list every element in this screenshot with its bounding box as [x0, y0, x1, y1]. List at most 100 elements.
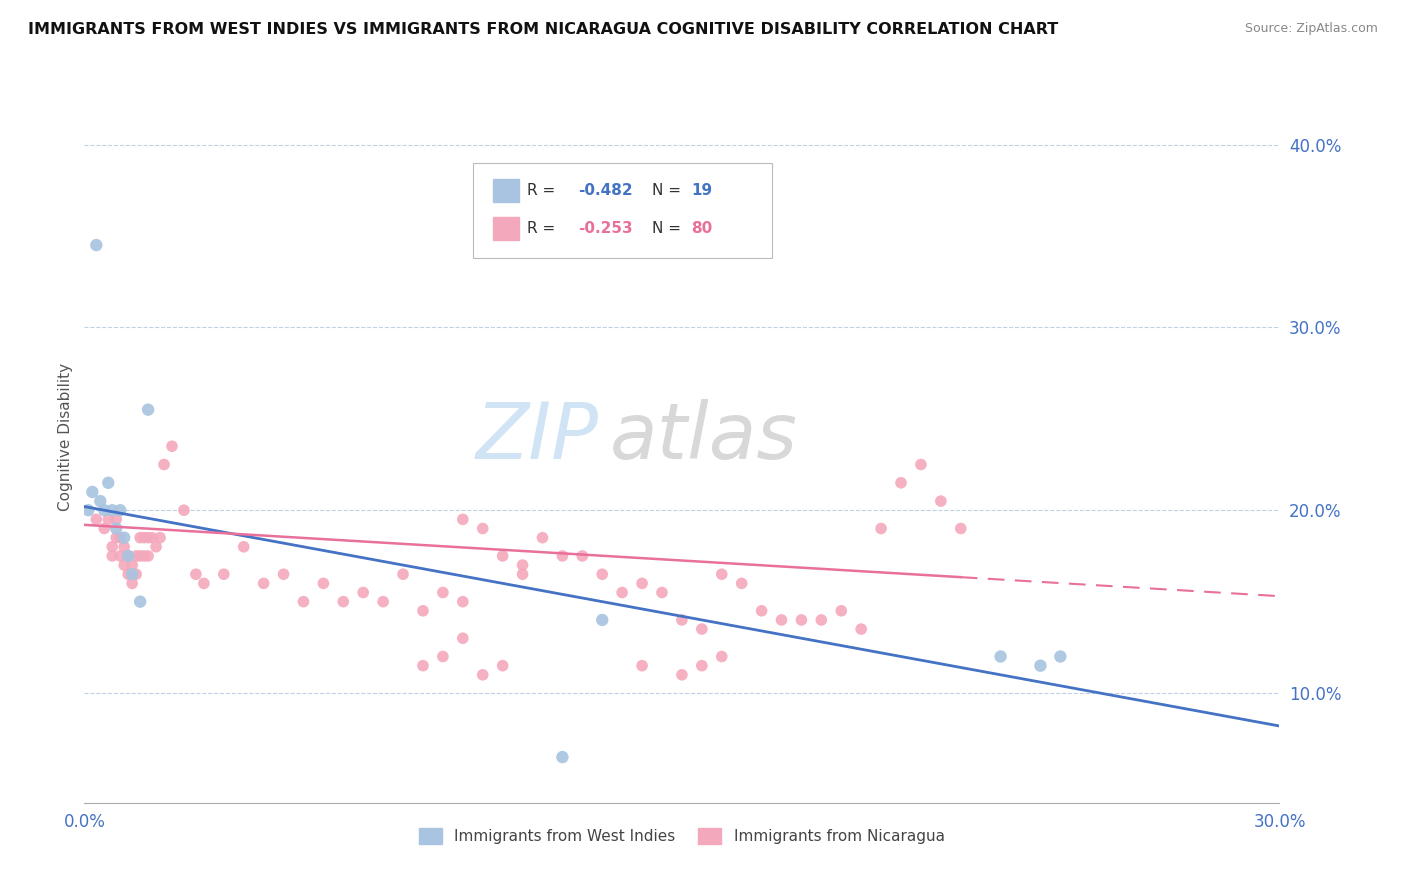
Point: [136, 531, 159, 545]
Point: [432, 585, 454, 599]
Point: [471, 667, 494, 681]
Point: [105, 512, 128, 526]
Point: [105, 531, 128, 545]
Text: -0.482: -0.482: [578, 183, 633, 198]
Point: [149, 531, 172, 545]
Point: [1029, 658, 1052, 673]
Point: [132, 531, 156, 545]
Text: 19: 19: [692, 183, 713, 198]
Point: [1049, 649, 1071, 664]
Point: [312, 576, 335, 591]
Point: [184, 567, 207, 582]
Point: [117, 549, 139, 563]
Point: [651, 585, 673, 599]
Point: [121, 576, 143, 591]
Point: [86, 512, 108, 526]
Point: [145, 540, 167, 554]
Point: [531, 531, 554, 545]
Text: ZIP: ZIP: [475, 399, 599, 475]
Point: [591, 567, 613, 582]
Point: [451, 512, 474, 526]
Point: [212, 567, 235, 582]
Point: [121, 558, 143, 573]
Point: [101, 549, 124, 563]
Point: [810, 613, 832, 627]
Point: [125, 549, 148, 563]
Point: [292, 594, 315, 608]
Legend: Immigrants from West Indies, Immigrants from Nicaragua: Immigrants from West Indies, Immigrants …: [413, 822, 950, 850]
Text: 80: 80: [692, 221, 713, 236]
Point: [153, 458, 176, 472]
Point: [990, 649, 1012, 664]
Point: [232, 540, 254, 554]
Point: [710, 649, 733, 664]
Point: [451, 632, 474, 646]
Point: [671, 613, 693, 627]
Point: [101, 503, 124, 517]
Y-axis label: Cognitive Disability: Cognitive Disability: [58, 363, 73, 511]
Point: [512, 567, 534, 582]
Point: [86, 238, 108, 252]
Point: [89, 494, 111, 508]
Text: -0.253: -0.253: [578, 221, 633, 236]
Point: [129, 594, 152, 608]
Point: [332, 594, 354, 608]
Point: [432, 649, 454, 664]
Point: [112, 558, 135, 573]
Point: [551, 549, 574, 563]
Point: [492, 658, 515, 673]
Point: [352, 585, 374, 599]
Point: [93, 503, 115, 517]
Point: [751, 604, 773, 618]
Point: [412, 658, 434, 673]
Point: [790, 613, 813, 627]
Point: [949, 521, 972, 535]
Point: [97, 512, 120, 526]
Point: [631, 576, 654, 591]
Point: [110, 549, 132, 563]
Point: [851, 622, 873, 636]
Point: [690, 622, 713, 636]
Point: [471, 521, 494, 535]
Point: [731, 576, 754, 591]
Point: [392, 567, 415, 582]
Bar: [494, 179, 519, 202]
Point: [451, 594, 474, 608]
Text: R =: R =: [527, 221, 560, 236]
Point: [910, 458, 932, 472]
Text: N =: N =: [652, 183, 686, 198]
Point: [173, 503, 195, 517]
Point: [121, 567, 143, 582]
FancyBboxPatch shape: [472, 163, 772, 258]
Point: [512, 558, 534, 573]
Point: [551, 750, 574, 764]
Bar: [494, 217, 519, 240]
Point: [160, 439, 183, 453]
Point: [870, 521, 893, 535]
Point: [591, 613, 613, 627]
Point: [929, 494, 952, 508]
Point: [132, 549, 156, 563]
Text: atlas: atlas: [610, 399, 799, 475]
Point: [412, 604, 434, 618]
Point: [112, 540, 135, 554]
Text: Source: ZipAtlas.com: Source: ZipAtlas.com: [1244, 22, 1378, 36]
Point: [193, 576, 215, 591]
Point: [710, 567, 733, 582]
Point: [631, 658, 654, 673]
Point: [101, 540, 124, 554]
Text: R =: R =: [527, 183, 560, 198]
Text: IMMIGRANTS FROM WEST INDIES VS IMMIGRANTS FROM NICARAGUA COGNITIVE DISABILITY CO: IMMIGRANTS FROM WEST INDIES VS IMMIGRANT…: [28, 22, 1059, 37]
Point: [253, 576, 276, 591]
Point: [690, 658, 713, 673]
Point: [125, 567, 148, 582]
Text: N =: N =: [652, 221, 686, 236]
Point: [117, 549, 139, 563]
Point: [830, 604, 852, 618]
Point: [82, 485, 104, 500]
Point: [117, 567, 139, 582]
Point: [136, 549, 159, 563]
Point: [77, 503, 100, 517]
Point: [110, 531, 132, 545]
Point: [373, 594, 395, 608]
